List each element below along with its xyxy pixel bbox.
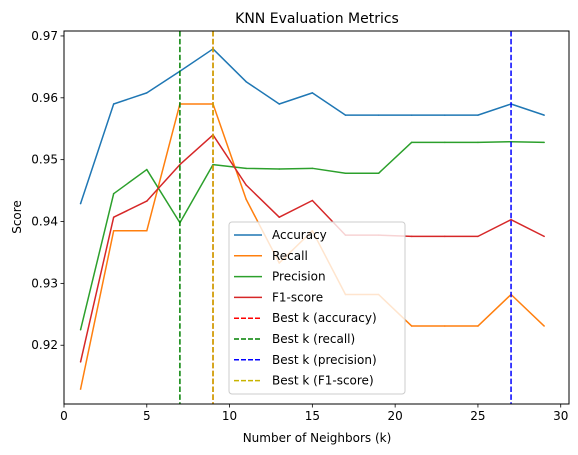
legend-label: Best k (F1-score): [272, 374, 374, 388]
data-point-f1-score-k23: [444, 235, 446, 238]
data-point-recall-k23: [444, 325, 446, 327]
legend-label: Precision: [272, 270, 326, 284]
data-point-recall-k21: [410, 325, 413, 327]
data-point-precision-k13: [278, 168, 280, 170]
legend-label: Best k (recall): [272, 332, 355, 346]
legend-box: [228, 221, 406, 395]
x-axis-label: Number of Neighbors (k): [243, 431, 392, 445]
legend-item-best-k-accuracy: Best k (accuracy): [234, 311, 377, 325]
data-point-precision-k17: [344, 172, 347, 175]
data-point-f1-score-k29: [543, 235, 545, 238]
x-tick-label: 15: [305, 409, 320, 423]
y-axis: 0.92 0.93 0.94 0.95 0.96 0.97: [31, 29, 64, 352]
data-point-f1-score-k15: [311, 199, 314, 202]
data-point-precision-k9: [212, 163, 214, 166]
data-point-recall-k1: [79, 388, 82, 390]
legend-label: Recall: [272, 249, 308, 263]
y-tick-label: 0.97: [31, 29, 58, 43]
y-tick-label: 0.94: [31, 215, 58, 229]
data-point-accuracy-k29: [543, 114, 545, 116]
data-point-f1-score-k7: [179, 163, 181, 166]
chart-title: KNN Evaluation Metrics: [235, 11, 399, 27]
data-point-recall-k29: [543, 325, 545, 327]
data-point-recall-k5: [146, 230, 148, 232]
legend-item-best-k-f1-score: Best k (F1-score): [234, 374, 374, 388]
x-tick-label: 10: [222, 409, 237, 423]
series-line-accuracy: [79, 48, 545, 204]
data-point-accuracy-k25: [477, 114, 479, 116]
vlines-layer: [179, 31, 512, 404]
data-point-accuracy-k11: [245, 80, 247, 83]
legend-label: F1-score: [272, 290, 323, 304]
legend-item-recall: Recall: [234, 249, 308, 263]
legend: Accuracy Recall Precision F1-score Best k (a…: [228, 221, 406, 395]
y-tick-label: 0.93: [31, 276, 58, 290]
x-tick-label: 30: [553, 409, 568, 423]
legend-label: Best k (accuracy): [272, 311, 377, 325]
data-point-precision-k11: [245, 167, 247, 170]
legend-item-precision: Precision: [234, 270, 326, 284]
legend-item-best-k-recall: Best k (recall): [234, 332, 355, 346]
x-tick-label: 0: [60, 409, 68, 423]
y-tick-label: 0.92: [31, 338, 58, 352]
data-point-f1-score-k27: [510, 218, 512, 221]
data-point-precision-k23: [444, 141, 446, 144]
data-point-precision-k25: [477, 141, 479, 144]
legend-item-best-k-precision: Best k (precision): [234, 353, 377, 367]
y-axis-label: Score: [10, 200, 24, 234]
x-tick-label: 25: [470, 409, 485, 423]
data-point-precision-k21: [410, 141, 413, 144]
data-point-precision-k19: [377, 172, 380, 175]
data-point-precision-k1: [79, 329, 82, 331]
plot-frame: [63, 30, 570, 405]
x-tick-label: 5: [143, 409, 151, 423]
data-point-precision-k29: [543, 141, 545, 144]
data-point-accuracy-k3: [112, 103, 115, 105]
data-point-f1-score-k21: [410, 235, 413, 238]
data-point-accuracy-k13: [278, 103, 280, 105]
legend-item-accuracy: Accuracy: [234, 228, 327, 242]
data-point-accuracy-k5: [146, 92, 148, 94]
x-axis: 0 5 10 15 20 25 30: [60, 404, 568, 423]
data-point-precision-k3: [112, 192, 115, 195]
x-tick-label: 20: [388, 409, 403, 423]
data-point-recall-k25: [477, 325, 479, 327]
data-point-f1-score-k1: [79, 361, 82, 363]
data-point-f1-score-k11: [245, 184, 247, 186]
y-tick-label: 0.95: [31, 153, 58, 167]
data-point-accuracy-k15: [311, 92, 314, 94]
y-tick-label: 0.96: [31, 91, 58, 105]
legend-item-f1-score: F1-score: [234, 290, 323, 304]
legend-label: Best k (precision): [272, 353, 377, 367]
data-point-accuracy-k19: [377, 114, 380, 116]
data-point-accuracy-k1: [79, 202, 82, 205]
data-point-recall-k11: [245, 198, 247, 201]
data-point-accuracy-k21: [410, 114, 413, 116]
data-point-f1-score-k5: [146, 200, 148, 202]
data-point-precision-k15: [311, 167, 314, 170]
data-point-f1-score-k13: [278, 216, 280, 218]
data-point-precision-k5: [146, 168, 148, 171]
data-point-accuracy-k17: [344, 114, 347, 116]
data-point-f1-score-k25: [477, 235, 479, 238]
legend-label: Accuracy: [272, 228, 327, 242]
data-point-recall-k3: [112, 230, 115, 232]
data-point-f1-score-k3: [112, 216, 115, 218]
data-point-accuracy-k23: [444, 114, 446, 116]
